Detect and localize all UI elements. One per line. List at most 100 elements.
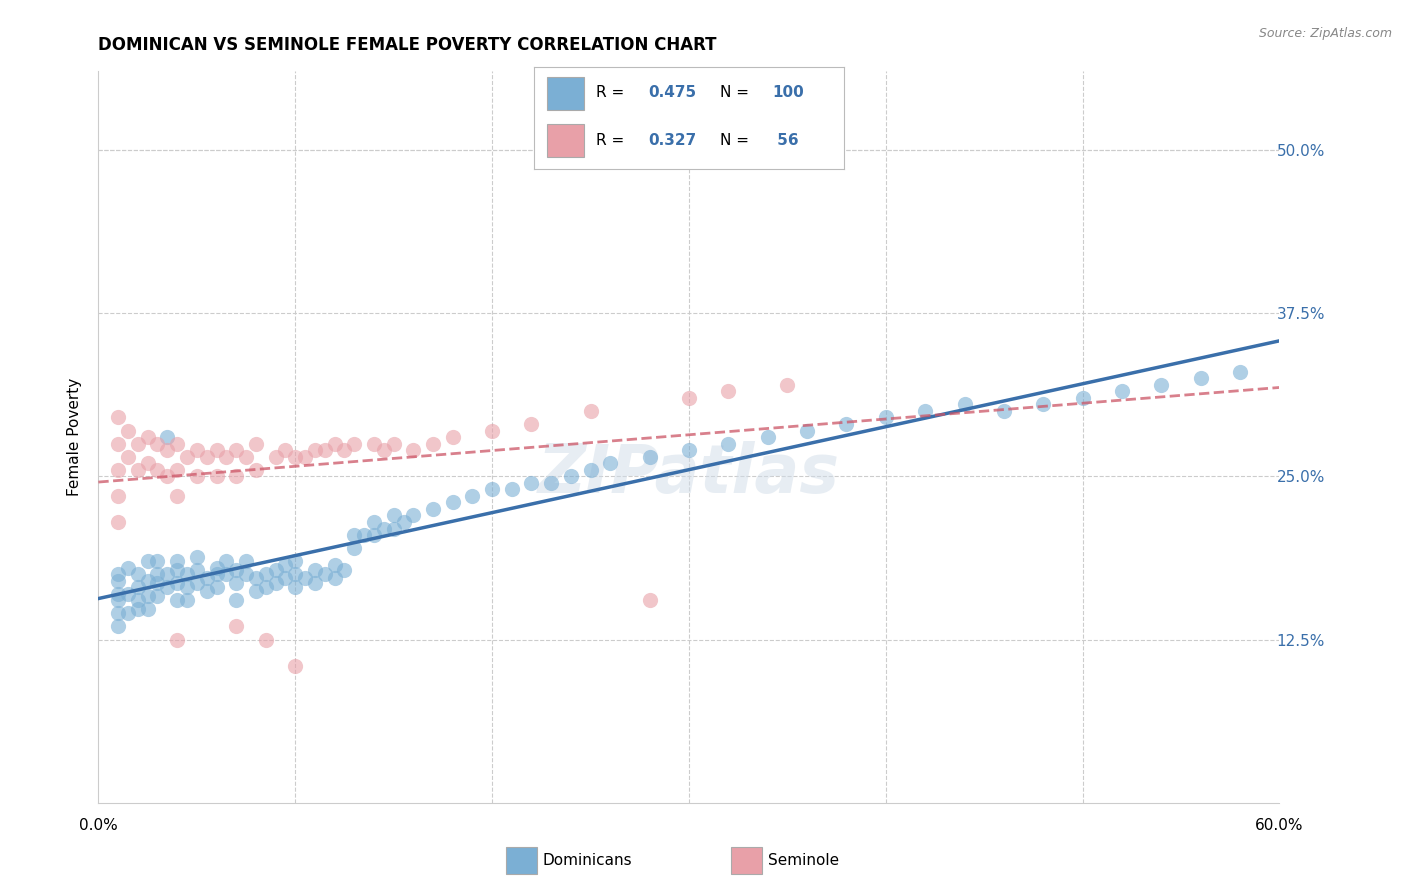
Point: [156, 469, 179, 483]
Point: [274, 571, 297, 585]
Point: [304, 576, 326, 591]
Point: [225, 576, 247, 591]
Point: [107, 587, 129, 601]
Point: [146, 463, 169, 477]
Point: [274, 558, 297, 573]
Point: [993, 404, 1015, 418]
Point: [107, 515, 129, 529]
Point: [136, 554, 159, 568]
Point: [599, 456, 621, 470]
Point: [205, 469, 228, 483]
Point: [127, 463, 149, 477]
Point: [136, 602, 159, 616]
Point: [225, 469, 247, 483]
Point: [215, 554, 238, 568]
Point: [186, 563, 208, 577]
Text: 100: 100: [772, 85, 804, 100]
Point: [117, 607, 139, 621]
Point: [254, 632, 277, 647]
Point: [353, 528, 375, 542]
Point: [205, 443, 228, 458]
Point: [294, 571, 316, 585]
Point: [875, 410, 897, 425]
Point: [284, 450, 307, 464]
Point: [117, 587, 139, 601]
Point: [1229, 365, 1251, 379]
Point: [107, 593, 129, 607]
Point: [254, 567, 277, 582]
Point: [136, 430, 159, 444]
Point: [1150, 377, 1173, 392]
Point: [402, 443, 425, 458]
Point: [304, 443, 326, 458]
Point: [127, 580, 149, 594]
Point: [186, 469, 208, 483]
Text: 60.0%: 60.0%: [1256, 818, 1303, 832]
Point: [284, 554, 307, 568]
Text: 56: 56: [772, 133, 799, 148]
Point: [146, 567, 169, 582]
Point: [117, 424, 139, 438]
Point: [176, 580, 198, 594]
Text: 0.327: 0.327: [648, 133, 697, 148]
Point: [373, 521, 395, 535]
Point: [117, 450, 139, 464]
Point: [107, 574, 129, 588]
Point: [579, 404, 602, 418]
Point: [176, 450, 198, 464]
Point: [333, 443, 356, 458]
Point: [638, 593, 661, 607]
Point: [156, 443, 179, 458]
Point: [264, 576, 287, 591]
Point: [186, 576, 208, 591]
Point: [107, 619, 129, 633]
Point: [215, 450, 238, 464]
Point: [520, 475, 543, 490]
Point: [717, 384, 740, 399]
Point: [314, 443, 336, 458]
Point: [195, 450, 218, 464]
Point: [441, 495, 464, 509]
Point: [343, 541, 366, 555]
Point: [195, 584, 218, 599]
Point: [1071, 391, 1094, 405]
Point: [373, 443, 395, 458]
Point: [245, 571, 267, 585]
Y-axis label: Female Poverty: Female Poverty: [67, 378, 83, 496]
Point: [402, 508, 425, 523]
Point: [136, 574, 159, 588]
Point: [205, 580, 228, 594]
Text: N =: N =: [720, 133, 754, 148]
Point: [166, 632, 188, 647]
Point: [914, 404, 936, 418]
Point: [146, 436, 169, 450]
Point: [225, 593, 247, 607]
Point: [205, 560, 228, 574]
Point: [422, 502, 444, 516]
Point: [323, 436, 346, 450]
Text: R =: R =: [596, 133, 630, 148]
Point: [264, 563, 287, 577]
Point: [146, 554, 169, 568]
Point: [363, 528, 385, 542]
Point: [156, 567, 179, 582]
Point: [284, 567, 307, 582]
Point: [166, 436, 188, 450]
Point: [422, 436, 444, 450]
Point: [776, 377, 799, 392]
Point: [245, 436, 267, 450]
Point: [176, 593, 198, 607]
Point: [176, 567, 198, 582]
Point: [245, 584, 267, 599]
Point: [107, 567, 129, 582]
Point: [146, 576, 169, 591]
Point: [294, 450, 316, 464]
Point: [382, 508, 405, 523]
Point: [127, 602, 149, 616]
Text: DOMINICAN VS SEMINOLE FEMALE POVERTY CORRELATION CHART: DOMINICAN VS SEMINOLE FEMALE POVERTY COR…: [98, 36, 717, 54]
Point: [235, 554, 257, 568]
Point: [195, 571, 218, 585]
Point: [481, 483, 503, 497]
Point: [107, 463, 129, 477]
Point: [382, 521, 405, 535]
